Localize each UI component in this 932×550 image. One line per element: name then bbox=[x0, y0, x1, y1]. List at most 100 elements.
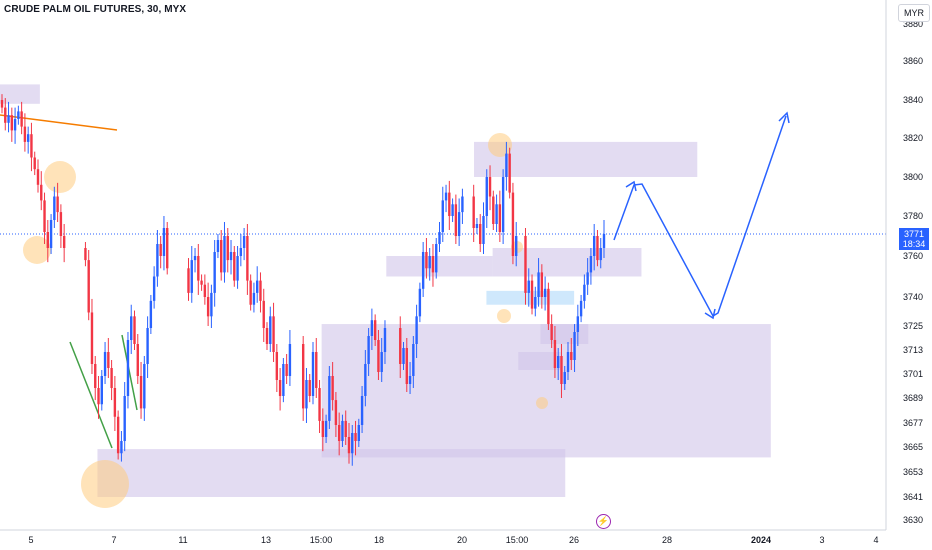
candle-body bbox=[233, 252, 236, 281]
candle-body bbox=[592, 236, 596, 256]
circles-layer bbox=[23, 133, 548, 508]
candle-body bbox=[272, 316, 275, 352]
candle-body bbox=[275, 352, 279, 380]
green-trend-line bbox=[69, 341, 113, 449]
candle-body bbox=[457, 212, 461, 236]
bar-countdown: 18:34 bbox=[902, 239, 926, 249]
candle-body bbox=[282, 364, 285, 396]
currency-button[interactable]: MYR bbox=[898, 4, 930, 22]
candle-body bbox=[255, 280, 259, 293]
last-price-badge: 3771 18:34 bbox=[899, 228, 929, 250]
candle-body bbox=[236, 256, 239, 281]
candle-body bbox=[550, 324, 553, 340]
x-tick-label: 7 bbox=[111, 535, 116, 545]
candle-body bbox=[364, 364, 367, 396]
candle-body bbox=[62, 236, 66, 248]
candle-body bbox=[36, 169, 40, 185]
candle-body bbox=[278, 380, 282, 396]
candle-body bbox=[53, 196, 56, 220]
last-price-value: 3771 bbox=[903, 229, 925, 239]
chart-title: CRUDE PALM OIL FUTURES, 30, MYX bbox=[4, 4, 187, 15]
candle-body bbox=[123, 396, 126, 441]
supply-demand-zone bbox=[0, 84, 40, 104]
projection-arrowhead bbox=[704, 308, 716, 320]
candle-body bbox=[488, 177, 492, 197]
candle-body bbox=[84, 248, 87, 261]
candle-body bbox=[570, 352, 573, 360]
y-tick-label: 3689 bbox=[903, 393, 923, 403]
candle-body bbox=[421, 252, 425, 289]
candle-body bbox=[7, 115, 10, 123]
candle-body bbox=[30, 134, 33, 158]
candle-body bbox=[563, 372, 566, 384]
candle-body bbox=[159, 244, 162, 256]
candle-body bbox=[249, 280, 252, 305]
candle-body bbox=[315, 352, 318, 388]
supply-demand-zone bbox=[386, 256, 493, 277]
candle-body bbox=[213, 252, 216, 293]
candle-body bbox=[508, 153, 511, 193]
candle-body bbox=[146, 328, 149, 364]
supply-demand-zone bbox=[540, 324, 589, 344]
x-tick-label: 28 bbox=[662, 535, 672, 545]
y-tick-label: 3820 bbox=[903, 133, 923, 143]
candle-body bbox=[56, 196, 59, 213]
candle-body bbox=[265, 328, 269, 344]
candle-body bbox=[367, 336, 370, 364]
candle-body bbox=[485, 177, 488, 216]
candles-layer bbox=[0, 94, 606, 466]
supply-demand-zone bbox=[518, 352, 561, 370]
candle-body bbox=[308, 380, 311, 396]
candle-body bbox=[152, 276, 156, 301]
candle-body bbox=[454, 204, 458, 236]
candle-body bbox=[448, 192, 451, 216]
candle-body bbox=[203, 284, 207, 297]
candle-body bbox=[10, 115, 14, 131]
candle-body bbox=[380, 352, 383, 372]
candle-body bbox=[501, 177, 505, 232]
candle-body bbox=[537, 272, 540, 297]
candle-body bbox=[524, 236, 527, 293]
candle-body bbox=[239, 248, 243, 256]
candle-body bbox=[223, 236, 226, 273]
y-tick-label: 3677 bbox=[903, 418, 923, 428]
candle-body bbox=[344, 420, 347, 437]
candle-body bbox=[425, 252, 428, 269]
candle-body bbox=[216, 240, 220, 252]
candle-body bbox=[33, 157, 36, 170]
candle-body bbox=[220, 240, 223, 273]
candle-body bbox=[492, 196, 495, 224]
y-tick-label: 3760 bbox=[903, 251, 923, 261]
candle-body bbox=[97, 388, 100, 405]
candle-body bbox=[583, 284, 586, 301]
candle-body bbox=[596, 236, 599, 261]
candle-body bbox=[331, 376, 334, 401]
lightning-icon[interactable]: ⚡ bbox=[596, 514, 611, 529]
candle-body bbox=[262, 300, 265, 328]
time-axis[interactable]: 5 7 11 13 15:00 18 20 15:00 26 28 2024 3 4 bbox=[0, 529, 886, 545]
candle-body bbox=[139, 376, 143, 409]
candle-body bbox=[451, 204, 454, 216]
candle-body bbox=[405, 348, 408, 384]
price-axis[interactable]: 3880 3860 3840 3820 3800 3780 3760 3740 3725 3713… bbox=[885, 0, 923, 530]
y-tick-label: 3780 bbox=[903, 211, 923, 221]
candle-body bbox=[226, 236, 229, 261]
highlight-circle bbox=[23, 236, 51, 264]
candle-body bbox=[324, 420, 328, 437]
candle-body bbox=[162, 228, 166, 256]
candle-body bbox=[0, 100, 4, 108]
zones-layer bbox=[0, 84, 771, 497]
candle-body bbox=[26, 134, 30, 142]
supply-demand-zone bbox=[486, 290, 575, 305]
y-tick-label: 3713 bbox=[903, 345, 923, 355]
candle-body bbox=[566, 352, 570, 372]
x-tick-label: 3 bbox=[819, 535, 824, 545]
candle-body bbox=[482, 216, 485, 244]
candle-body bbox=[242, 236, 246, 248]
candle-body bbox=[17, 111, 20, 119]
candle-body bbox=[46, 232, 50, 248]
candle-body bbox=[479, 224, 482, 244]
candle-body bbox=[505, 153, 508, 177]
candle-body bbox=[435, 244, 438, 273]
